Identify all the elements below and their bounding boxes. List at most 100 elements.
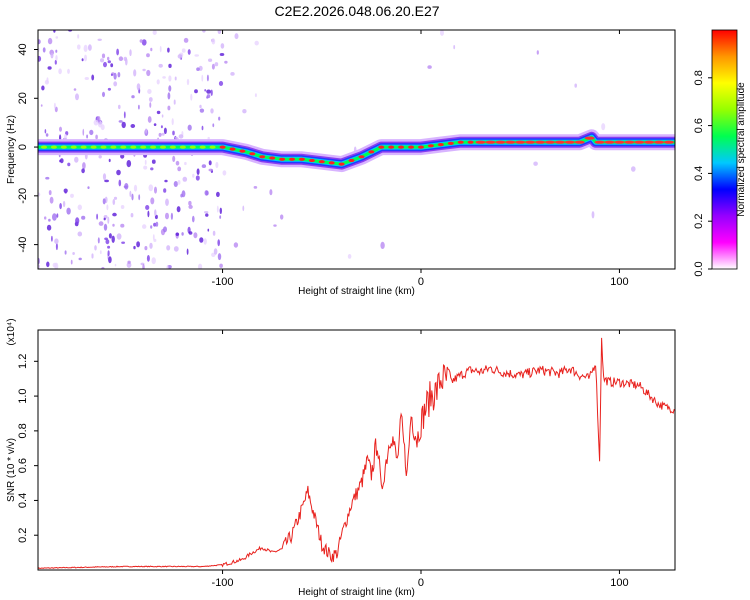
noise-speck bbox=[148, 97, 153, 102]
ridge-peak bbox=[60, 145, 67, 149]
noise-speck bbox=[116, 48, 119, 56]
noise-speck bbox=[152, 234, 155, 241]
noise-speck bbox=[110, 73, 113, 77]
noise-speck bbox=[631, 166, 636, 172]
noise-speck bbox=[62, 200, 66, 208]
noise-speck bbox=[205, 213, 209, 217]
noise-speck bbox=[167, 105, 171, 111]
snr-y-tick-label: 1.2 bbox=[17, 354, 29, 369]
noise-speck bbox=[104, 179, 109, 183]
noise-speck bbox=[123, 111, 126, 119]
spectrogram-y-tick-label: -20 bbox=[17, 188, 29, 204]
noise-speck bbox=[139, 39, 143, 43]
noise-speck bbox=[210, 108, 214, 114]
noise-speck bbox=[202, 30, 206, 33]
noise-speck bbox=[67, 68, 70, 74]
noise-speck bbox=[48, 218, 51, 222]
noise-speck bbox=[48, 190, 52, 196]
colorbar: 0.0 0.2 0.4 0.6 0.8 bbox=[693, 29, 738, 277]
ridge-peak bbox=[545, 140, 555, 144]
noise-speck bbox=[149, 102, 152, 108]
noise-speck bbox=[108, 233, 112, 239]
noise-speck bbox=[163, 127, 167, 134]
noise-speck bbox=[150, 197, 155, 205]
noise-speck bbox=[116, 169, 121, 176]
noise-speck bbox=[194, 54, 199, 57]
noise-speck bbox=[230, 72, 235, 76]
noise-speck bbox=[116, 233, 122, 240]
noise-speck bbox=[91, 253, 94, 259]
noise-speck bbox=[118, 120, 123, 123]
noise-speck bbox=[201, 125, 204, 131]
noise-speck bbox=[112, 212, 117, 217]
noise-speck bbox=[131, 193, 134, 201]
noise-speck bbox=[59, 126, 62, 132]
noise-speck bbox=[102, 173, 107, 181]
noise-speck bbox=[56, 213, 59, 218]
noise-speck bbox=[168, 75, 172, 82]
noise-speck bbox=[145, 205, 150, 210]
ridge-peak bbox=[229, 147, 236, 151]
noise-speck bbox=[70, 259, 73, 265]
noise-speck bbox=[208, 160, 212, 166]
spectrogram-y-tick-label: -40 bbox=[17, 237, 29, 253]
ridge-peak bbox=[368, 150, 375, 154]
snr-panel: -100 0 100 0.2 0.4 0.6 0.8 1.0 1.2 bbox=[17, 329, 676, 589]
noise-speck bbox=[111, 235, 115, 243]
noise-speck bbox=[53, 30, 56, 33]
noise-speck bbox=[165, 198, 169, 206]
noise-speck bbox=[211, 63, 215, 70]
noise-speck bbox=[54, 238, 59, 244]
ridge-peak bbox=[239, 149, 246, 153]
noise-speck bbox=[148, 184, 154, 192]
noise-speck bbox=[72, 252, 75, 255]
noise-speck bbox=[175, 232, 180, 236]
noise-speck bbox=[41, 85, 45, 91]
ridge-peak bbox=[269, 156, 276, 160]
noise-speck bbox=[113, 72, 117, 80]
noise-speck bbox=[107, 87, 111, 91]
noise-speck bbox=[146, 69, 151, 77]
noise-speck bbox=[440, 30, 444, 36]
noise-speck bbox=[173, 246, 179, 252]
noise-speck bbox=[93, 119, 99, 126]
noise-speck bbox=[199, 237, 204, 243]
noise-speck bbox=[105, 239, 110, 245]
snr-y-label: SNR (10 * v/v) bbox=[6, 438, 17, 502]
noise-speck bbox=[158, 132, 162, 137]
noise-speck bbox=[66, 207, 71, 215]
ridge-peak bbox=[189, 145, 196, 149]
noise-speck bbox=[82, 128, 85, 136]
ridge-peak bbox=[388, 145, 395, 149]
noise-speck bbox=[156, 110, 161, 115]
noise-speck bbox=[201, 74, 204, 82]
noise-speck bbox=[161, 114, 164, 118]
noise-speck bbox=[84, 77, 90, 80]
noise-speck bbox=[89, 129, 94, 136]
spectrogram-frame bbox=[37, 29, 676, 270]
ridge-peak bbox=[644, 140, 655, 144]
noise-speck bbox=[54, 59, 57, 65]
noise-speck bbox=[131, 95, 135, 99]
ridge-peak bbox=[318, 160, 325, 164]
noise-speck bbox=[120, 154, 125, 159]
ridge-peak bbox=[378, 145, 385, 149]
noise-speck bbox=[146, 53, 150, 58]
noise-speck bbox=[533, 161, 538, 166]
snr-frame bbox=[37, 329, 676, 571]
noise-speck bbox=[138, 104, 140, 110]
noise-speck bbox=[347, 254, 352, 259]
noise-speck bbox=[98, 221, 104, 226]
noise-speck bbox=[81, 58, 84, 62]
noise-speck bbox=[177, 166, 182, 172]
noise-speck bbox=[102, 91, 105, 98]
noise-speck bbox=[175, 136, 178, 140]
noise-speck bbox=[194, 89, 198, 94]
noise-speck bbox=[193, 232, 198, 239]
ridge-peak bbox=[564, 140, 575, 144]
colorbar-tick-label: 0.8 bbox=[693, 70, 705, 85]
snr-y-tick-label: 0.2 bbox=[17, 528, 29, 543]
noise-speck bbox=[163, 226, 167, 233]
noise-speck bbox=[187, 49, 191, 55]
noise-speck bbox=[147, 116, 152, 123]
